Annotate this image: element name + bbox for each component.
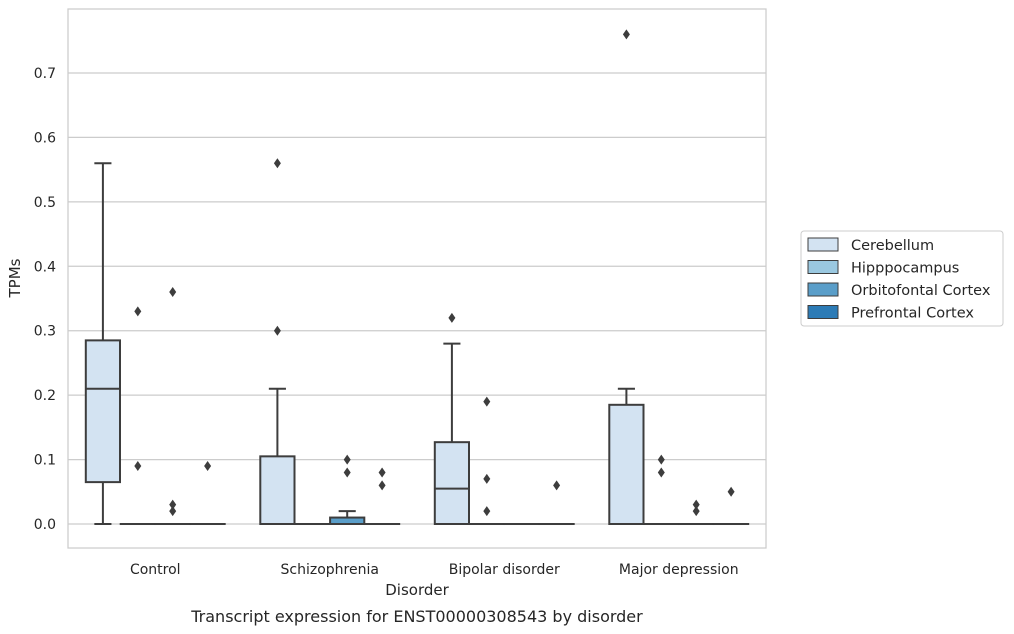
outlier-point: [727, 486, 735, 497]
outlier-point: [692, 506, 700, 517]
box-body: [433, 441, 471, 526]
box-0-1: [259, 387, 296, 526]
outlier-point: [553, 480, 561, 491]
outlier-point: [273, 325, 281, 336]
y-tick-label: 0.7: [34, 66, 56, 82]
outlier-point: [204, 461, 212, 472]
legend-frame: [800, 230, 1004, 327]
legend-swatch: [807, 237, 839, 252]
legend-label: Prefrontal Cortex: [851, 306, 974, 322]
outlier-point: [622, 29, 630, 40]
outlier-point: [169, 506, 177, 517]
outlier-point: [378, 480, 386, 491]
x-axis-label: Disorder: [385, 581, 449, 599]
legend-swatch: [807, 282, 839, 297]
outlier-point: [343, 467, 351, 478]
outlier-marks: [134, 29, 735, 517]
plot-area-frame: [67, 8, 767, 549]
outlier-point: [483, 506, 491, 517]
legend-label: Orbitofontal Cortex: [851, 283, 991, 299]
box-0-3: [608, 387, 645, 525]
outlier-point: [169, 499, 177, 510]
box-body: [259, 455, 296, 526]
outlier-point: [657, 454, 665, 465]
legend-label: Cerebellum: [851, 238, 934, 254]
box-2-1: [329, 510, 366, 525]
outlier-point: [169, 287, 177, 298]
outlier-point: [692, 499, 700, 510]
y-tick-label: 0.0: [34, 517, 56, 533]
x-tick-label: Bipolar disorder: [449, 562, 560, 578]
y-tick-label: 0.4: [34, 259, 56, 275]
y-tick-labels: 0.0 0.1 0.2 0.3 0.4 0.5 0.6 0.7: [34, 66, 56, 533]
legend-swatch: [807, 305, 839, 319]
legend-swatch: [807, 260, 839, 274]
y-tick-label: 0.5: [34, 195, 56, 211]
box-0-2: [433, 342, 471, 526]
outlier-point: [134, 306, 142, 317]
x-tick-label: Control: [130, 562, 181, 578]
y-tick-label: 0.3: [34, 324, 56, 340]
outlier-point: [483, 396, 491, 407]
box-body: [84, 339, 122, 484]
legend-label: Hipppocampus: [851, 261, 959, 277]
outlier-point: [483, 473, 491, 484]
outlier-point: [657, 467, 665, 478]
box-0-0: [84, 162, 122, 525]
outlier-point: [448, 312, 456, 323]
x-tick-labels: Control Schizophrenia Bipolar disorder Majo…: [130, 562, 739, 578]
outlier-point: [378, 467, 386, 478]
outlier-point: [343, 454, 351, 465]
figure-caption: Transcript expression for ENST0000030854…: [190, 607, 643, 626]
grid-lines: [68, 72, 766, 525]
y-tick-label: 0.6: [34, 130, 56, 146]
box-body: [608, 403, 645, 525]
x-tick-label: Schizophrenia: [281, 562, 379, 578]
outlier-point: [273, 158, 281, 169]
outlier-point: [134, 461, 142, 472]
y-axis-label: TPMs: [6, 258, 24, 298]
y-tick-label: 0.2: [34, 388, 56, 404]
box-plot-marks: [84, 162, 750, 526]
x-tick-label: Major depression: [619, 562, 739, 578]
legend: Cerebellum Hipppocampus Orbitofontal Corte…: [800, 230, 1004, 327]
y-tick-label: 0.1: [34, 453, 56, 469]
